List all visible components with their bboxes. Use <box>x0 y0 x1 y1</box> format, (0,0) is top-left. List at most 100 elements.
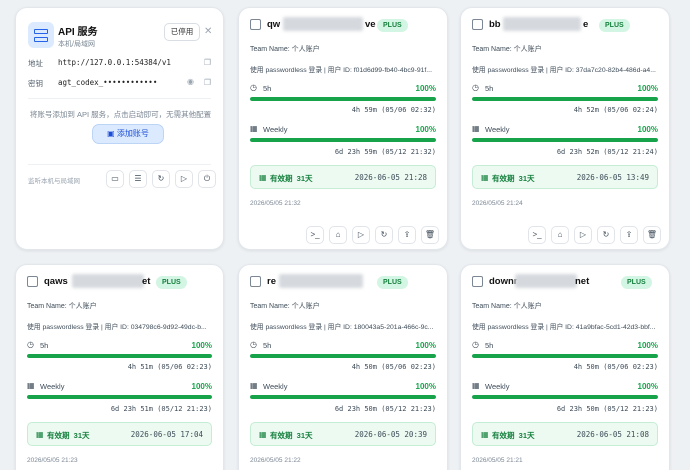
divider <box>28 98 211 99</box>
user-id-line: 使用 passwordless 登录 | 用户 ID: 37da7c20-82b… <box>472 67 656 74</box>
account-name-prefix: qw <box>267 19 281 30</box>
disable-button[interactable]: 已停用 <box>164 23 200 41</box>
validity-date: 2026-06-05 21:28 <box>354 173 427 182</box>
select-checkbox[interactable] <box>250 276 261 287</box>
quota-weekly-row: ▦ Weekly 100% <box>250 381 436 393</box>
refresh-icon[interactable]: ↻ <box>152 170 170 188</box>
account-name-suffix: ve <box>365 19 376 30</box>
select-checkbox[interactable] <box>250 19 261 30</box>
quota-5h-row: ◷ 5h 100% <box>472 83 658 95</box>
validity-days: 31天 <box>296 174 313 183</box>
select-checkbox[interactable] <box>472 19 483 30</box>
validity-days: 31天 <box>518 431 535 440</box>
account-name-prefix: downr <box>489 276 518 287</box>
validity-box: ▦ 有效期 31天 2026-06-05 21:08 <box>472 422 658 446</box>
quota-5h-fill <box>472 97 658 101</box>
account-card: bb e PLUS Team Name: 个人账户 使用 passwordles… <box>460 7 670 250</box>
database-icon[interactable]: ☰ <box>129 170 147 188</box>
select-checkbox[interactable] <box>472 276 483 287</box>
play-icon[interactable]: ▷ <box>352 226 370 244</box>
calendar-icon: ▦ <box>481 430 489 439</box>
created-time: 2026/05/05 21:24 <box>472 200 523 207</box>
quota-5h-label: 5h <box>485 84 494 93</box>
play-icon[interactable]: ▷ <box>574 226 592 244</box>
quota-weekly-label: Weekly <box>263 382 288 391</box>
team-name: Team Name: 个人账户 <box>250 46 320 53</box>
select-checkbox[interactable] <box>27 276 38 287</box>
validity-box: ▦ 有效期 31天 2026-06-05 13:49 <box>472 165 658 189</box>
team-name: Team Name: 个人账户 <box>27 303 97 310</box>
refresh-icon[interactable]: ↻ <box>597 226 615 244</box>
quota-weekly-reset: 6d 23h 51m (05/12 21:23) <box>110 405 212 413</box>
quota-5h-fill <box>250 97 436 101</box>
close-icon[interactable]: ✕ <box>204 26 213 37</box>
api-server-icon <box>28 22 54 48</box>
quota-weekly-label: Weekly <box>263 125 288 134</box>
account-name-prefix: re <box>267 276 276 287</box>
quota-weekly-reset: 6d 23h 52m (05/12 21:24) <box>556 148 658 156</box>
validity-box: ▦ 有效期 31天 2026-06-05 21:28 <box>250 165 436 189</box>
clock-icon: ◷ <box>250 340 257 349</box>
validity-box: ▦ 有效期 31天 2026-06-05 20:39 <box>250 422 436 446</box>
listen-label: 监听本机与局域网 <box>28 178 80 185</box>
clock-icon: ◷ <box>472 83 479 92</box>
clock-icon: ◷ <box>27 340 34 349</box>
quota-5h-percent: 100% <box>415 341 436 350</box>
redacted-name <box>515 274 577 288</box>
upload-icon[interactable]: ⇪ <box>620 226 638 244</box>
calendar-icon: ▦ <box>27 381 35 390</box>
calendar-icon: ▦ <box>250 124 258 133</box>
api-service-panel: API 服务 本机/局域网 已停用 ✕ 地址 http://127.0.0.1:… <box>15 7 224 250</box>
folder-icon: ▣ <box>107 129 117 138</box>
redacted-name <box>503 17 581 31</box>
quota-weekly-fill <box>472 395 658 399</box>
copy-icon[interactable]: ❐ <box>203 58 212 67</box>
calendar-icon: ▦ <box>259 430 267 439</box>
quota-weekly-fill <box>250 395 436 399</box>
redacted-name <box>72 274 144 288</box>
quota-weekly-percent: 100% <box>415 382 436 391</box>
quota-5h-percent: 100% <box>415 84 436 93</box>
api-subtitle: 本机/局域网 <box>58 41 95 48</box>
quota-weekly-percent: 100% <box>637 382 658 391</box>
created-time: 2026/05/05 21:22 <box>250 457 301 464</box>
account-name-suffix: e <box>583 19 589 30</box>
upload-icon[interactable]: ⇪ <box>398 226 416 244</box>
created-time: 2026/05/05 21:21 <box>472 457 523 464</box>
quota-5h-label: 5h <box>263 84 272 93</box>
quota-5h-reset: 4h 50m (05/06 02:23) <box>573 363 658 371</box>
copy-icon[interactable]: ❐ <box>203 78 212 87</box>
power-icon[interactable]: ⏻ <box>198 170 216 188</box>
tag-icon[interactable]: ⌂ <box>551 226 569 244</box>
play-icon[interactable]: ▷ <box>175 170 193 188</box>
terminal-icon[interactable]: >_ <box>528 226 546 244</box>
validity-date: 2026-06-05 13:49 <box>576 173 649 182</box>
clock-icon: ◷ <box>472 340 479 349</box>
plan-badge: PLUS <box>599 19 630 32</box>
tag-icon[interactable]: ⌂ <box>329 226 347 244</box>
quota-5h-bar <box>27 354 212 358</box>
validity-label: 有效期 31天 <box>47 431 90 440</box>
validity-days: 31天 <box>518 174 535 183</box>
add-account-button[interactable]: ▣ 添加账号 <box>92 124 164 144</box>
terminal-icon[interactable]: >_ <box>306 226 324 244</box>
validity-label: 有效期 31天 <box>492 174 535 183</box>
account-card: qaws et PLUS Team Name: 个人账户 使用 password… <box>15 264 224 470</box>
validity-label: 有效期 31天 <box>492 431 535 440</box>
trash-icon[interactable]: 🗑 <box>421 226 439 244</box>
divider <box>28 164 211 165</box>
quota-5h-row: ◷ 5h 100% <box>250 83 436 95</box>
quota-weekly-reset: 6d 23h 59m (05/12 21:32) <box>334 148 436 156</box>
quota-5h-row: ◷ 5h 100% <box>250 340 436 352</box>
quota-weekly-bar <box>250 395 436 399</box>
account-name-prefix: qaws <box>44 276 68 287</box>
trash-icon[interactable]: 🗑 <box>643 226 661 244</box>
eye-icon[interactable]: ◉ <box>187 77 194 86</box>
quota-5h-bar <box>472 97 658 101</box>
folder-icon[interactable]: ▭ <box>106 170 124 188</box>
account-name-suffix: net <box>575 276 590 287</box>
refresh-icon[interactable]: ↻ <box>375 226 393 244</box>
user-id-line: 使用 passwordless 登录 | 用户 ID: 41a9bfac-5cd… <box>472 324 656 331</box>
plan-badge: PLUS <box>156 276 187 289</box>
account-card: downr net PLUS Team Name: 个人账户 使用 passwo… <box>460 264 670 470</box>
